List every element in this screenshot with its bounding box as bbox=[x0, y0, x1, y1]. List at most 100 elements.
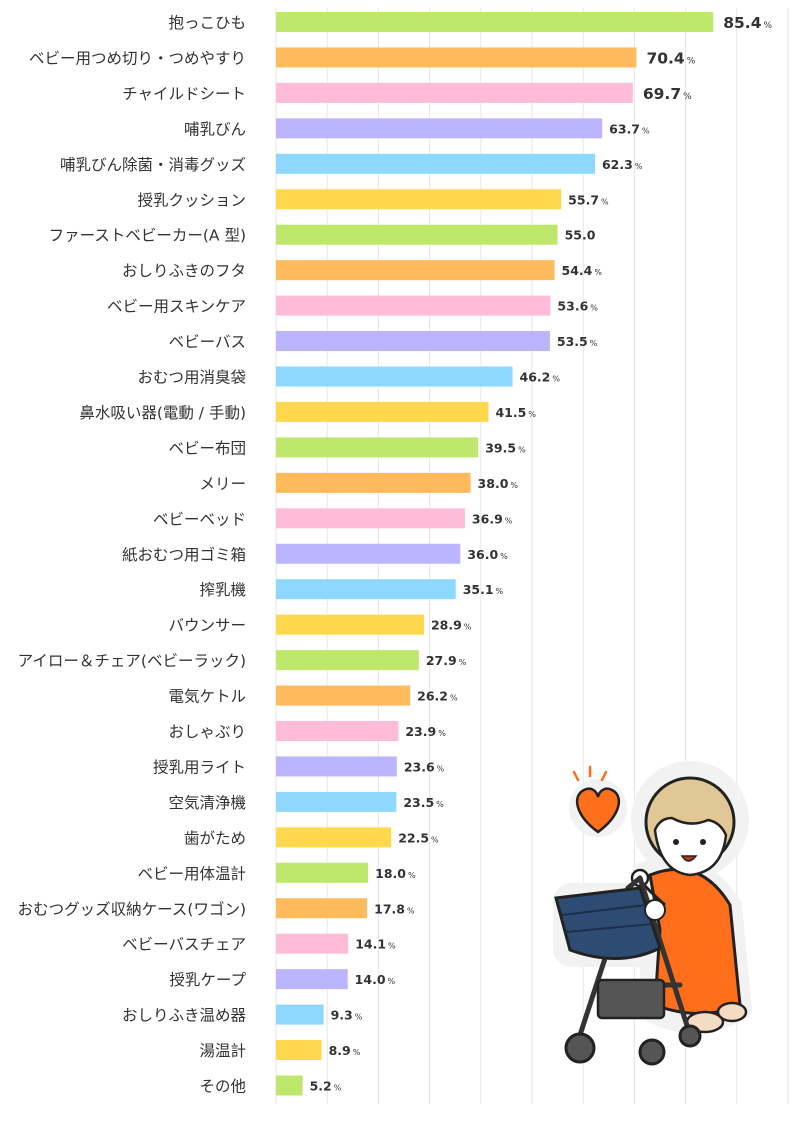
bar bbox=[276, 118, 603, 139]
bar bbox=[276, 189, 562, 210]
category-labels: 抱っこひもベビー用つめ切り・つめやすりチャイルドシート哺乳びん哺乳びん除菌・消毒… bbox=[18, 14, 247, 1096]
category-label: 搾乳機 bbox=[199, 581, 246, 599]
mother-eye bbox=[673, 839, 679, 845]
stroller-canopy bbox=[554, 886, 662, 960]
category-label: ファーストベビーカー(A 型) bbox=[49, 227, 246, 245]
category-label: おしゃぶり bbox=[168, 723, 246, 741]
value-label: 5.2% bbox=[310, 1079, 342, 1094]
category-label: おしりふきのフタ bbox=[122, 262, 246, 280]
bar bbox=[276, 721, 399, 741]
value-number: 28.9 bbox=[431, 618, 462, 633]
value-number: 18.0 bbox=[375, 866, 406, 881]
category-label: 空気清浄機 bbox=[168, 794, 246, 812]
value-number: 9.3 bbox=[331, 1008, 353, 1023]
category-label: おしりふき温め器 bbox=[122, 1007, 247, 1025]
value-unit: % bbox=[518, 445, 526, 454]
mother-face bbox=[653, 816, 728, 877]
stroller-wheel bbox=[638, 1038, 666, 1066]
value-label: 41.5% bbox=[495, 405, 536, 420]
value-number: 26.2 bbox=[417, 689, 448, 704]
bar bbox=[276, 543, 461, 564]
value-unit: % bbox=[438, 729, 446, 738]
value-unit: % bbox=[500, 552, 508, 561]
value-label: 14.0% bbox=[355, 972, 396, 987]
mother-mouth bbox=[680, 855, 698, 862]
value-label: 53.6% bbox=[557, 299, 598, 314]
baby-head bbox=[644, 899, 666, 921]
value-unit: % bbox=[437, 764, 445, 773]
value-number: 46.2 bbox=[520, 370, 551, 385]
value-unit: % bbox=[510, 481, 518, 490]
value-unit: % bbox=[552, 375, 560, 384]
value-number: 53.5 bbox=[557, 334, 588, 349]
value-number: 36.9 bbox=[472, 511, 503, 526]
category-label: バウンサー bbox=[168, 617, 246, 635]
bar bbox=[276, 827, 392, 848]
bar bbox=[276, 685, 411, 706]
bar bbox=[276, 969, 348, 990]
bar bbox=[276, 614, 424, 635]
mother-stroller-illustration bbox=[553, 761, 752, 1066]
value-label: 55.0 bbox=[565, 228, 596, 243]
value-unit: % bbox=[642, 126, 650, 135]
value-number: 41.5 bbox=[495, 405, 526, 420]
value-number: 27.9 bbox=[426, 653, 457, 668]
value-unit: % bbox=[594, 268, 602, 277]
bars bbox=[276, 12, 714, 1096]
value-number: 17.8 bbox=[374, 901, 405, 916]
category-label: おむつ用消臭袋 bbox=[137, 369, 246, 387]
value-unit: % bbox=[505, 516, 513, 525]
bar bbox=[276, 862, 369, 883]
category-label: 歯がため bbox=[184, 829, 246, 847]
value-number: 23.6 bbox=[404, 759, 435, 774]
bar bbox=[276, 224, 558, 245]
value-unit: % bbox=[407, 906, 415, 915]
category-label: ベビー用スキンケア bbox=[107, 298, 246, 316]
value-label: 46.2% bbox=[520, 370, 561, 385]
value-label: 38.0% bbox=[478, 476, 519, 491]
value-label: 14.1% bbox=[355, 937, 396, 952]
category-label: 湯温計 bbox=[199, 1042, 246, 1060]
value-unit: % bbox=[355, 1013, 363, 1022]
category-label: 電気ケトル bbox=[168, 688, 246, 706]
value-label: 9.3% bbox=[331, 1008, 363, 1023]
bar bbox=[276, 47, 637, 68]
value-unit: % bbox=[635, 162, 643, 171]
bar bbox=[276, 472, 471, 493]
bar bbox=[276, 401, 489, 422]
value-number: 70.4 bbox=[646, 49, 684, 67]
stroller-wheel bbox=[678, 1024, 702, 1048]
value-number: 8.9 bbox=[329, 1043, 351, 1058]
category-label: 抱っこひも bbox=[168, 14, 246, 32]
value-label: 23.9% bbox=[405, 724, 446, 739]
value-unit: % bbox=[450, 694, 458, 703]
value-number: 62.3 bbox=[602, 157, 633, 172]
category-label: 紙おむつ用ゴミ箱 bbox=[122, 545, 246, 564]
category-label: 授乳ケープ bbox=[169, 971, 246, 989]
value-label: 35.1% bbox=[463, 582, 504, 597]
value-unit: % bbox=[464, 623, 472, 632]
bar bbox=[276, 12, 714, 32]
category-label: ベビー用体温計 bbox=[137, 865, 246, 883]
value-number: 53.6 bbox=[557, 299, 588, 314]
value-label: 23.6% bbox=[404, 759, 445, 774]
value-number: 5.2 bbox=[310, 1079, 332, 1094]
value-unit: % bbox=[388, 942, 396, 951]
category-label: ベビー布団 bbox=[168, 439, 246, 457]
stroller-wheel bbox=[564, 1032, 596, 1064]
bar bbox=[276, 579, 456, 600]
value-number: 85.4 bbox=[723, 14, 761, 32]
heart-icon bbox=[572, 765, 621, 834]
value-labels: 85.4 %70.4 %69.7 %63.7 %62.3 %55.7 %55.054.4 %5… bbox=[310, 14, 773, 1094]
value-number: 38.0 bbox=[478, 476, 509, 491]
stroller-basket bbox=[596, 978, 666, 1020]
value-unit: % bbox=[353, 1048, 361, 1057]
value-number: 69.7 bbox=[643, 85, 681, 103]
value-unit: % bbox=[601, 197, 609, 206]
category-label: ベビーバス bbox=[169, 333, 246, 351]
category-label: ベビーベッド bbox=[153, 510, 246, 528]
value-label: 54.4% bbox=[562, 263, 603, 278]
value-label: 8.9% bbox=[329, 1043, 361, 1058]
